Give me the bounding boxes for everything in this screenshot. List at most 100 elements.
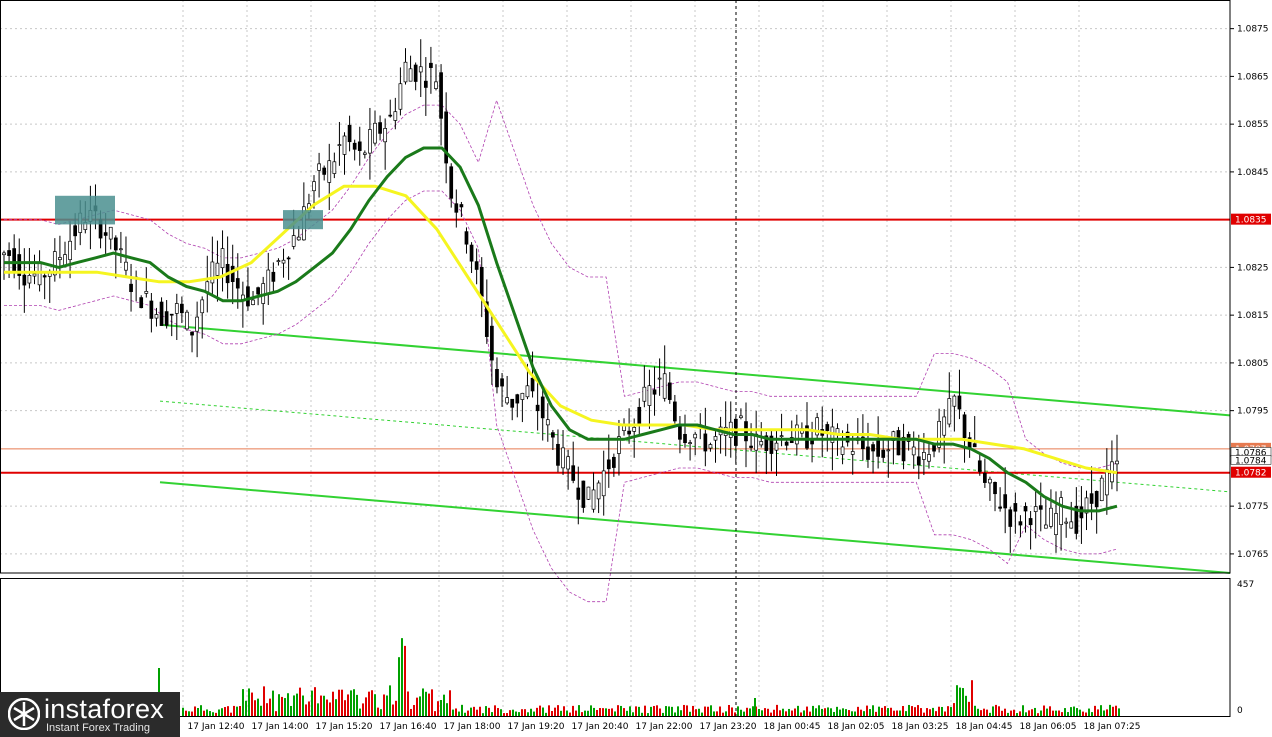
volume-bar	[401, 638, 403, 716]
volume-bar	[224, 707, 226, 716]
volume-bar	[542, 707, 544, 716]
candle-body	[312, 181, 316, 192]
volume-bar	[797, 705, 799, 716]
volume-bar	[341, 689, 343, 716]
volume-bar	[875, 711, 877, 716]
volume-bar	[884, 706, 886, 716]
volume-bar	[1103, 710, 1105, 716]
volume-bar	[362, 703, 364, 716]
volume-bar	[845, 709, 847, 716]
volume-bar	[452, 709, 454, 716]
volume-bar	[803, 710, 805, 716]
volume-bar	[410, 708, 412, 716]
candle-body	[378, 122, 382, 134]
price-tick-label: 1.0775	[1237, 502, 1269, 512]
volume-bar	[485, 706, 487, 716]
candle-body	[124, 261, 128, 271]
volume-bar	[284, 698, 286, 716]
candle-body	[276, 260, 281, 263]
candle-body	[190, 331, 194, 336]
volume-bar	[638, 706, 640, 716]
candle-body	[286, 257, 291, 260]
volume-bar	[407, 691, 409, 716]
candle-body	[881, 449, 886, 458]
volume-bar	[500, 709, 502, 716]
candle-body	[266, 269, 271, 295]
candle-body	[7, 250, 11, 256]
volume-bar	[377, 707, 379, 716]
candle-body	[764, 435, 769, 451]
volume-bar	[605, 708, 607, 716]
volume-bar	[959, 687, 961, 716]
volume-bar	[368, 691, 370, 716]
volume-bar	[584, 710, 586, 716]
candle-body	[1074, 505, 1079, 534]
volume-bar	[1091, 712, 1093, 716]
volume-bar	[992, 706, 994, 716]
volume-bar	[311, 690, 313, 716]
candle-body	[688, 442, 692, 444]
candle-body	[566, 456, 570, 470]
candle-body	[749, 445, 753, 448]
level-tag-2	[1231, 466, 1271, 478]
volume-bar	[353, 689, 355, 716]
volume-bar	[761, 710, 763, 716]
candle-body	[185, 311, 189, 330]
price-tick-label: 1.0855	[1237, 120, 1269, 130]
volume-bar	[464, 712, 466, 716]
candle-body	[469, 244, 474, 262]
volume-bar	[968, 701, 970, 716]
candle-body	[876, 439, 880, 457]
volume-bar	[374, 694, 376, 716]
volume-bar	[380, 709, 382, 716]
price-tick-label: 1.0805	[1237, 359, 1269, 369]
candle-body	[403, 61, 408, 83]
volume-bar	[569, 712, 571, 716]
candle-body	[32, 273, 37, 277]
candle-body	[667, 382, 672, 400]
volume-bar	[863, 711, 865, 716]
candle-body	[296, 236, 301, 241]
volume-bar	[599, 708, 601, 716]
candle-body	[144, 290, 149, 294]
ma-slow-line	[4, 184, 1118, 475]
candle-body	[1038, 505, 1043, 510]
volume-bar	[281, 696, 283, 716]
candle-body	[490, 325, 494, 361]
candle-body	[246, 286, 250, 307]
volume-bar	[1082, 711, 1084, 716]
volume-bar	[473, 706, 475, 716]
channel-lower-line	[159, 481, 1231, 574]
volume-bar	[872, 705, 874, 716]
candle-body	[998, 506, 1002, 509]
volume-bar	[683, 704, 685, 716]
candle-body	[63, 254, 67, 266]
volume-bar	[350, 690, 352, 716]
candle-body	[357, 141, 362, 151]
candle-body	[571, 465, 576, 481]
volume-bar	[587, 710, 589, 716]
volume-bar	[716, 711, 718, 716]
candle-body	[632, 427, 637, 432]
price-panel-frame	[0, 0, 1231, 574]
volume-bar	[710, 705, 712, 716]
volume-bar	[920, 708, 922, 716]
volume-bar	[506, 713, 508, 716]
volume-bar	[914, 707, 916, 716]
price-tick-label: 1.0875	[1237, 25, 1269, 35]
candle-body	[1084, 497, 1089, 514]
volume-bar	[806, 706, 808, 716]
volume-bar	[677, 706, 679, 716]
volume-bar	[596, 709, 598, 716]
candle-body	[866, 446, 870, 460]
candle-body	[825, 424, 830, 431]
candle-body	[444, 111, 449, 164]
volume-bar	[824, 708, 826, 716]
volume-bar	[329, 702, 331, 716]
volume-bar	[221, 708, 223, 716]
volume-bar	[302, 695, 304, 716]
candle-body	[886, 449, 891, 452]
bollinger-lower	[4, 190, 1118, 603]
volume-bar	[668, 706, 670, 716]
